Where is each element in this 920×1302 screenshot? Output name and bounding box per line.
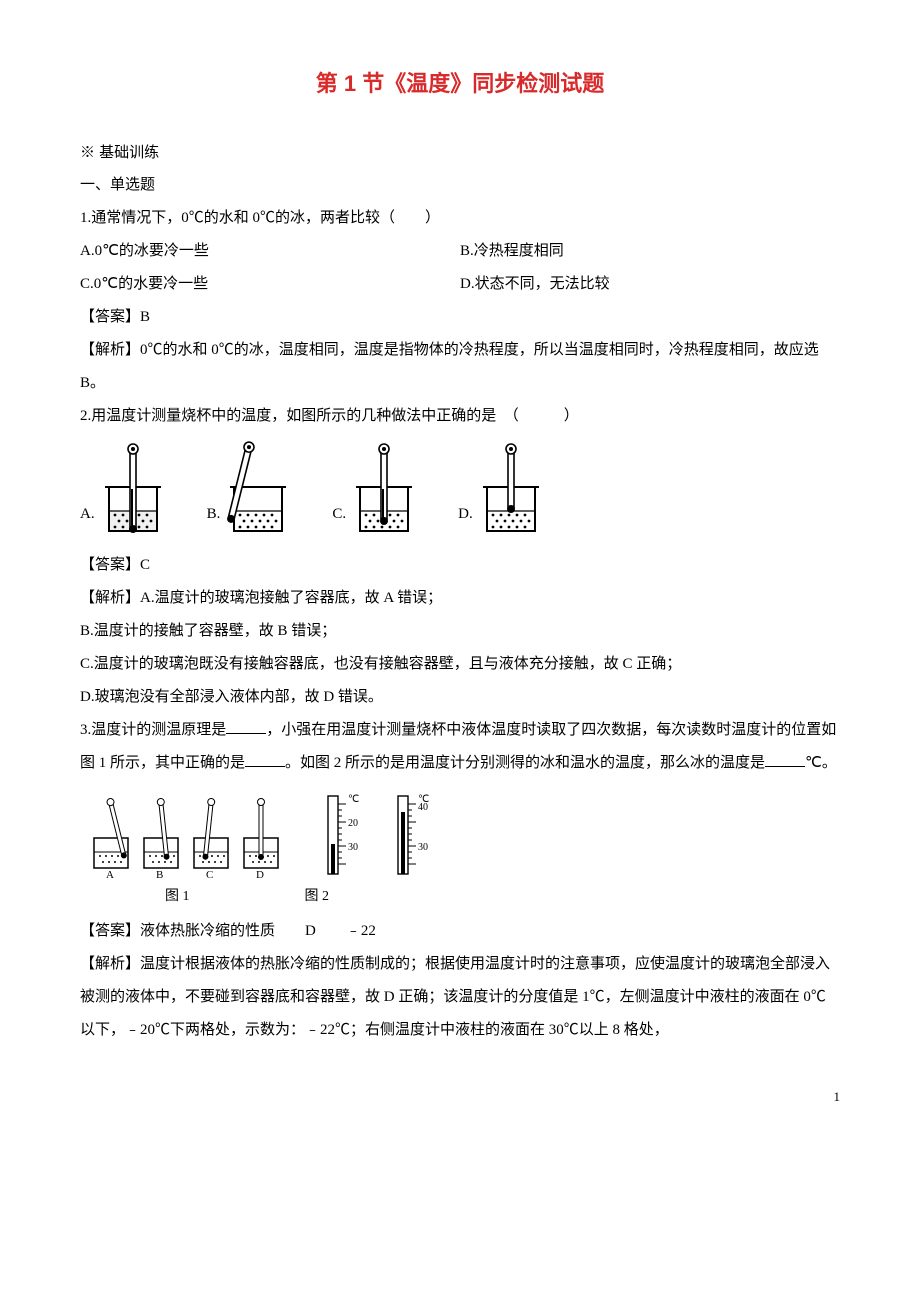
fig2-left-t2: 30 bbox=[348, 842, 358, 853]
fig2-right-t1: 40 bbox=[418, 802, 428, 813]
q1-optA: A.0℃的冰要冷一些 bbox=[80, 235, 460, 268]
q3-fig1-C-label: C bbox=[206, 869, 213, 881]
beaker-thermometer-icon bbox=[224, 441, 292, 537]
q3-answer: 【答案】液体热胀冷缩的性质 D ﹣22 bbox=[80, 915, 840, 948]
beaker-thermometer-icon bbox=[477, 441, 545, 537]
beaker-thermometer-icon bbox=[99, 441, 167, 537]
q2-figD-label: D. bbox=[458, 498, 473, 537]
q2-figB: B. bbox=[207, 441, 293, 537]
q2-analysis-d: D.玻璃泡没有全部浸入液体内部，故 D 错误。 bbox=[80, 681, 840, 714]
q2-analysis-b: B.温度计的接触了容器壁，故 B 错误； bbox=[80, 615, 840, 648]
q1-optD: D.状态不同，无法比较 bbox=[460, 268, 840, 301]
q3-fig1-D-label: D bbox=[256, 869, 264, 881]
section-heading: 一、单选题 bbox=[80, 169, 840, 202]
q1-answer: 【答案】B bbox=[80, 301, 840, 334]
q3-stem-mid2: 。如图 2 所示的是用温度计分别测得的冰和温水的温度，那么冰的温度是 bbox=[285, 755, 765, 771]
q3-fig1-A-label: A bbox=[106, 869, 114, 881]
basic-training-mark: ※ 基础训练 bbox=[80, 136, 840, 169]
q2-stem: 2.用温度计测量烧杯中的温度，如图所示的几种做法中正确的是 （ ） bbox=[80, 400, 840, 433]
q2-answer: 【答案】C bbox=[80, 549, 840, 582]
fig2-right-t2: 30 bbox=[418, 842, 428, 853]
q2-figD: D. bbox=[458, 441, 545, 537]
q3-stem: 3.温度计的测温原理是，小强在用温度计测量烧杯中液体温度时读取了四次数据，每次读… bbox=[80, 714, 840, 780]
fill-blank bbox=[245, 751, 285, 767]
q2-analysis-a: 【解析】A.温度计的玻璃泡接触了容器底，故 A 错误； bbox=[80, 582, 840, 615]
q1-stem: 1.通常情况下，0℃的水和 0℃的冰，两者比较（ ） bbox=[80, 202, 840, 235]
page-title: 第 1 节《温度》同步检测试题 bbox=[80, 60, 840, 108]
q1-optC: C.0℃的水要冷一些 bbox=[80, 268, 460, 301]
q3-fig2-caption: 图 2 bbox=[305, 882, 330, 913]
q1-options: A.0℃的冰要冷一些 B.冷热程度相同 C.0℃的水要冷一些 D.状态不同，无法… bbox=[80, 235, 840, 301]
fill-blank bbox=[226, 718, 266, 734]
q3-analysis: 【解析】温度计根据液体的热胀冷缩的性质制成的；根据使用温度计时的注意事项，应使温… bbox=[80, 948, 840, 1047]
fig2-left-t1: 20 bbox=[348, 818, 358, 829]
beaker-thermometer-icon bbox=[350, 441, 418, 537]
q1-analysis: 【解析】0℃的水和 0℃的冰，温度相同，温度是指物体的冷热程度，所以当温度相同时… bbox=[80, 334, 840, 400]
q3-figures: A B C D bbox=[80, 786, 840, 913]
q2-figC-label: C. bbox=[332, 498, 346, 537]
q2-figB-label: B. bbox=[207, 498, 221, 537]
q2-figA-label: A. bbox=[80, 498, 95, 537]
q2-figC: C. bbox=[332, 441, 418, 537]
q3-fig1-caption: 图 1 bbox=[165, 882, 190, 913]
q3-stem-unit: ℃。 bbox=[805, 755, 837, 771]
q3-figure-combo-icon: A B C D bbox=[80, 786, 460, 882]
q2-analysis-c: C.温度计的玻璃泡既没有接触容器底，也没有接触容器壁，且与液体充分接触，故 C … bbox=[80, 648, 840, 681]
q1-optB: B.冷热程度相同 bbox=[460, 235, 840, 268]
page-number: 1 bbox=[80, 1083, 840, 1112]
q2-figA: A. bbox=[80, 441, 167, 537]
fill-blank bbox=[765, 751, 805, 767]
fig2-left-unit: ℃ bbox=[348, 794, 359, 805]
q3-stem-pre: 3.温度计的测温原理是 bbox=[80, 722, 226, 738]
q3-fig1-B-label: B bbox=[156, 869, 163, 881]
q2-figures-row: A. B. bbox=[80, 441, 840, 537]
